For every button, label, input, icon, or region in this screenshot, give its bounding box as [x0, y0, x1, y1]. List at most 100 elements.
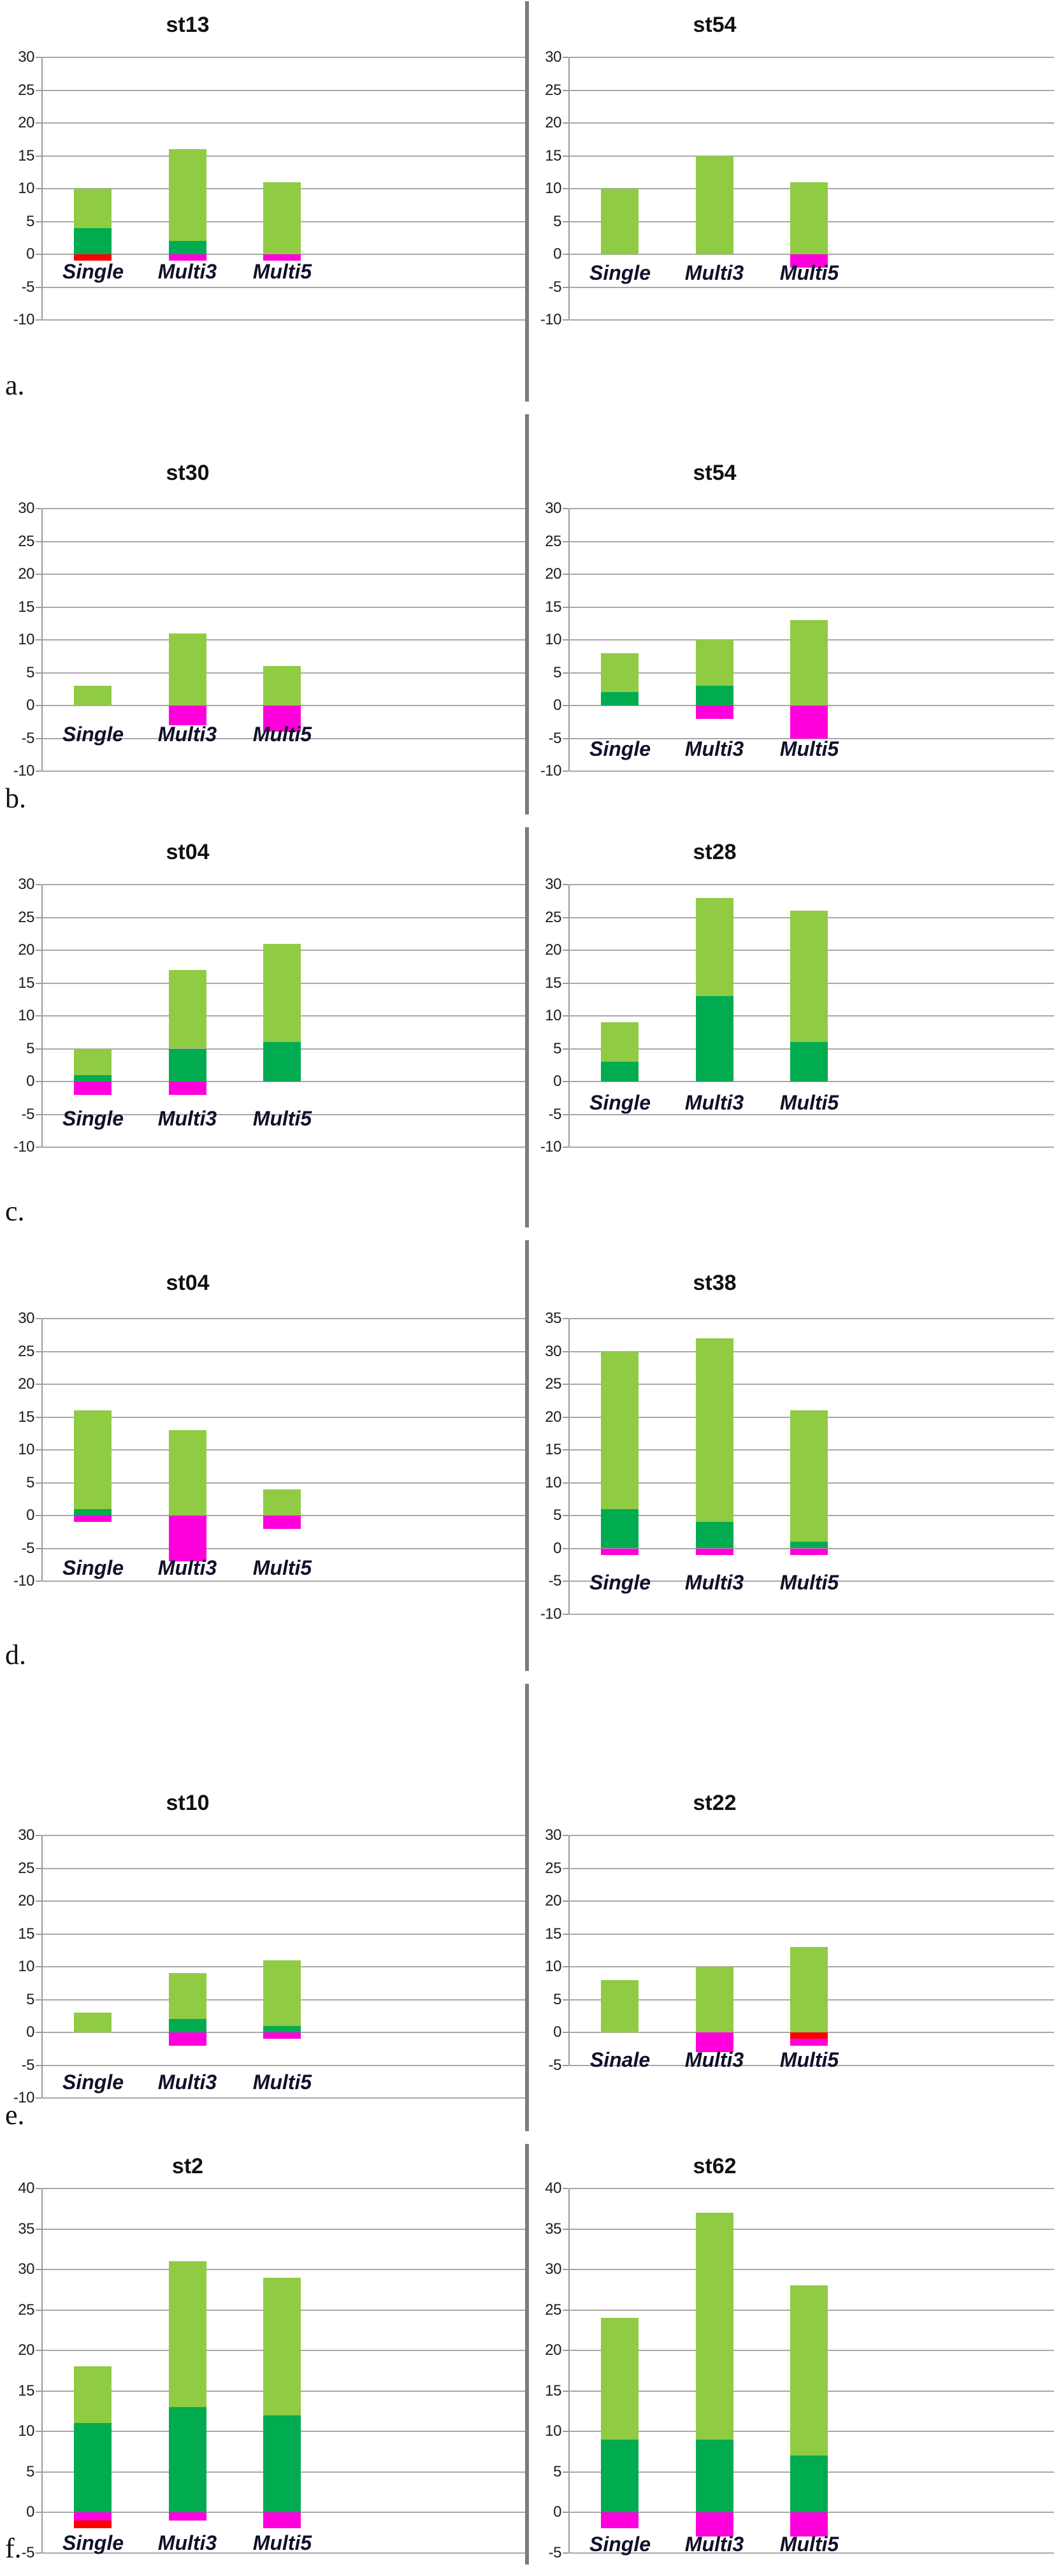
bar-segment-magenta [696, 2512, 733, 2537]
y-tick-mark [563, 950, 568, 951]
column-divider [525, 414, 529, 814]
chart-title: st54 [693, 13, 737, 37]
category-label: Single [62, 723, 124, 746]
y-tick-mark [563, 2188, 568, 2189]
bar-segment-light_green [696, 156, 733, 254]
gridline [569, 1581, 1054, 1582]
y-tick-mark [563, 1900, 568, 1902]
y-tick-mark [563, 1350, 568, 1352]
row-letter: b. [5, 783, 26, 814]
bar-segment-dark_green [601, 1509, 639, 1549]
gridline [42, 884, 527, 885]
y-tick-mark [36, 2350, 41, 2351]
y-tick-mark [36, 1966, 41, 1967]
y-axis-line [568, 885, 570, 1147]
bar-segment-light_green [696, 640, 733, 686]
y-tick-mark [563, 1515, 568, 1516]
gridline [569, 2064, 1054, 2066]
bar-segment-light_green [790, 1410, 828, 1542]
category-label: Multi3 [684, 737, 744, 761]
gridline [569, 884, 1054, 885]
bar-segment-magenta [601, 1548, 639, 1555]
bar-segment-light_green [601, 1022, 639, 1062]
category-label: Single [589, 1571, 651, 1595]
category-label: Multi3 [157, 2071, 217, 2094]
y-tick-mark [563, 2064, 568, 2066]
bar-segment-magenta [790, 2512, 828, 2537]
category-label: Multi3 [157, 2531, 217, 2554]
y-tick-label: -5 [21, 2056, 35, 2074]
category-label: Multi5 [779, 1571, 839, 1595]
y-tick-label: 20 [545, 114, 561, 131]
category-label: Multi5 [779, 737, 839, 761]
y-tick-mark [36, 737, 41, 739]
bar-segment-magenta [696, 706, 733, 719]
chart-panel-row-a-left: st13 30 25 20 15 10 5 0 -5 -10 Single Multi3 Multi5 [0, 0, 527, 413]
gridline [569, 2269, 1054, 2270]
y-tick-mark [563, 2032, 568, 2033]
y-tick-label: 0 [26, 697, 34, 714]
y-tick-label: 30 [18, 1310, 34, 1327]
y-tick-mark [36, 2431, 41, 2432]
y-tick-label: 10 [18, 1007, 34, 1024]
y-tick-mark [563, 1999, 568, 2001]
gridline [42, 57, 527, 58]
category-label: Single [62, 2071, 124, 2094]
y-tick-label: -5 [21, 729, 35, 747]
y-tick-label: -5 [548, 729, 562, 747]
gridline [42, 1581, 527, 1582]
y-tick-label: 0 [553, 1539, 561, 1557]
y-tick-mark [563, 1482, 568, 1484]
plot-area: 40 35 30 25 20 15 10 5 0 -5 Single Multi3 Multi5 [545, 2180, 1054, 2561]
chart-title: st54 [693, 461, 737, 485]
y-tick-mark [36, 1999, 41, 2001]
bar-segment-red [790, 2032, 828, 2039]
bar-segment-dark_green [74, 2423, 112, 2512]
category-label: Multi3 [157, 259, 217, 283]
gridline [42, 1835, 527, 1836]
category-label: Multi5 [779, 261, 839, 284]
y-tick-mark [563, 982, 568, 984]
bar-segment-red [74, 254, 112, 261]
y-tick-mark [36, 1350, 41, 1352]
bar-segment-magenta [790, 254, 828, 268]
gridline [42, 122, 527, 124]
y-tick-label: 15 [545, 974, 561, 992]
gridline [569, 1113, 1054, 1115]
y-tick-label: 0 [553, 2503, 561, 2521]
y-tick-label: 10 [18, 631, 34, 648]
bar-segment-light_green [263, 666, 301, 706]
y-tick-label: 10 [18, 2422, 34, 2440]
y-tick-mark [563, 2309, 568, 2311]
y-tick-mark [36, 1318, 41, 1319]
y-tick-mark [563, 254, 568, 255]
category-label: Multi3 [684, 261, 744, 284]
gridline [569, 57, 1054, 58]
y-tick-label: -10 [540, 1605, 562, 1623]
y-tick-label: -5 [548, 278, 562, 296]
bar-segment-light_green [74, 1048, 112, 1075]
y-tick-label: 30 [545, 2261, 561, 2278]
y-tick-label: 30 [545, 500, 561, 517]
y-tick-mark [563, 606, 568, 608]
y-tick-mark [36, 1048, 41, 1050]
bar-segment-magenta [169, 254, 206, 261]
y-tick-label: 20 [545, 565, 561, 582]
gridline [569, 1350, 1054, 1352]
row-letter: c. [5, 1196, 25, 1227]
category-label: Multi5 [252, 1106, 312, 1130]
y-tick-mark [563, 1449, 568, 1451]
bar-segment-light_green [74, 189, 112, 228]
bar-segment-light_green [790, 620, 828, 706]
y-tick-label: 5 [26, 2463, 34, 2480]
y-tick-mark [563, 1835, 568, 1836]
plot-area: 30 25 20 15 10 5 0 -5 -10 Single Multi3 Multi5 [13, 500, 527, 779]
gridline [42, 319, 527, 321]
y-tick-mark [563, 122, 568, 124]
y-tick-mark [563, 2471, 568, 2473]
category-label: Single [589, 261, 651, 284]
y-tick-mark [36, 2309, 41, 2311]
category-label: Sinale [589, 2048, 651, 2072]
y-tick-mark [563, 188, 568, 189]
bar-segment-magenta [263, 706, 301, 732]
